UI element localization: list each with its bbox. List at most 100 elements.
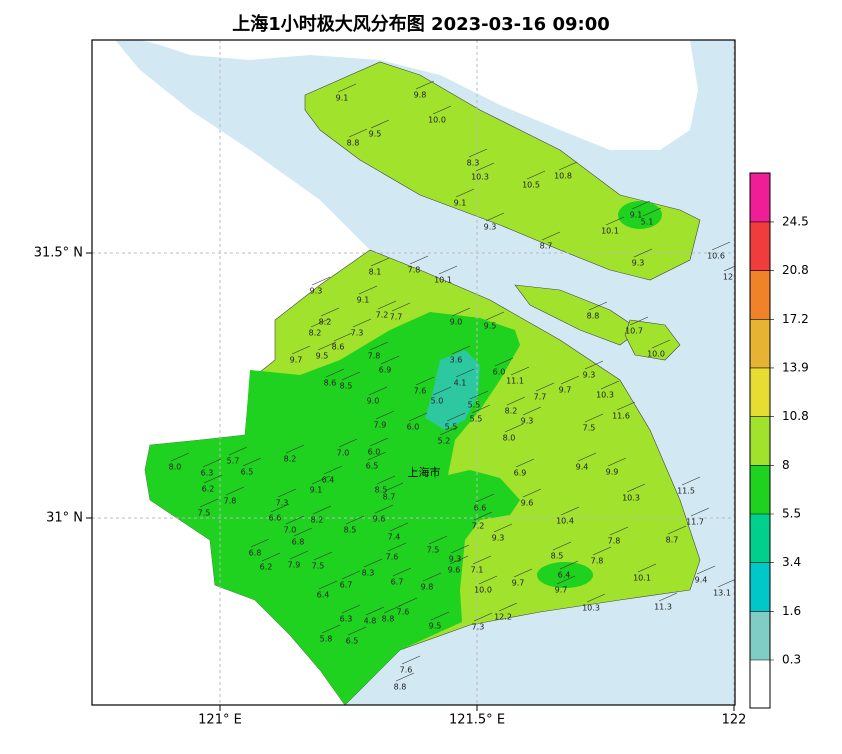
station-value: 6.5: [241, 468, 254, 477]
station-value: 7.0: [284, 526, 297, 535]
station-value: 7.5: [198, 509, 211, 518]
wind-barb: [312, 505, 332, 515]
colorbar-segment: [750, 562, 770, 612]
station-value: 5.1: [641, 218, 654, 227]
station-value: 10.3: [622, 494, 640, 503]
station-value: 9.3: [583, 371, 596, 380]
wind-barb: [365, 606, 385, 616]
station-value: 7.3: [472, 623, 485, 632]
colorbar-label: 17.2: [782, 312, 809, 326]
colorbar-segment: [750, 611, 770, 660]
wind-barb: [642, 207, 662, 217]
wind-barb: [717, 579, 735, 588]
y-tick-label: 31.5° N: [34, 246, 83, 261]
station-value: 11.7: [686, 518, 704, 527]
wind-barb: [369, 341, 389, 351]
wind-barb: [333, 332, 353, 342]
wind-barb: [225, 486, 245, 496]
wind-barb: [383, 604, 403, 614]
wind-barb: [202, 458, 222, 468]
station-value: 8.5: [340, 382, 353, 391]
wind-barb: [370, 257, 390, 267]
wind-barb: [408, 412, 428, 422]
wind-barb: [485, 212, 505, 222]
colorbar-label: 1.6: [782, 604, 801, 618]
station-value: 13.1: [713, 589, 731, 598]
wind-barb: [552, 541, 572, 551]
station-value: 8.7: [383, 493, 396, 502]
island: [304, 61, 701, 281]
wind-barb: [203, 474, 223, 484]
station-value: 6.9: [379, 366, 392, 375]
wind-barb: [637, 563, 657, 573]
station-value: 10.6: [707, 252, 725, 261]
station-value: 5.2: [438, 437, 451, 446]
station-value: 9.3: [632, 259, 645, 268]
station-value: 10.8: [554, 172, 572, 181]
colorbar-frame: [749, 172, 771, 709]
wind-barb: [285, 444, 305, 454]
station-value: 8.5: [344, 526, 357, 535]
station-value: 8.0: [503, 434, 516, 443]
station-value: 7.5: [583, 424, 596, 433]
station-value: 10.3: [596, 391, 614, 400]
wind-barb: [535, 382, 555, 392]
station-value: 8.2: [284, 455, 297, 464]
wind-barb: [600, 380, 620, 390]
wind-barb: [341, 604, 361, 614]
station-value: 6.5: [366, 462, 379, 471]
station-value: 6.4: [322, 476, 335, 485]
wind-barb: [367, 451, 387, 461]
wind-barb: [369, 437, 389, 447]
wind-barb: [415, 376, 435, 386]
region-teal: [425, 350, 480, 430]
wind-barb: [321, 624, 341, 634]
x-tick-label: 121.5° E: [449, 713, 505, 728]
station-value: 10.3: [582, 604, 600, 613]
wind-barb: [504, 423, 524, 433]
station-value: 9.3: [521, 417, 534, 426]
wind-barb: [374, 504, 394, 514]
station-value: 9.9: [606, 468, 619, 477]
wind-barb: [170, 452, 190, 462]
station-value: 6.3: [201, 469, 214, 478]
wind-barb: [389, 522, 409, 532]
station-value: 4.8: [364, 617, 377, 626]
wind-barb: [293, 527, 313, 537]
wind-barb: [422, 572, 442, 582]
station-value: 5.8: [320, 635, 333, 644]
wind-barb: [450, 544, 470, 554]
wind-barb: [368, 386, 388, 396]
wind-barb: [455, 368, 475, 378]
colorbar-label: 20.8: [782, 263, 809, 277]
region-green: [618, 201, 662, 229]
station-value: 10.0: [474, 586, 492, 595]
station-value: 9.1: [310, 486, 323, 495]
station-value: 9.1: [336, 94, 349, 103]
wind-barb: [468, 148, 488, 158]
colorbar-segment: [750, 513, 770, 563]
station-value: 6.8: [292, 538, 305, 547]
wind-barb: [392, 567, 412, 577]
station-value: 7.7: [390, 313, 403, 322]
station-value: 7.8: [608, 537, 621, 546]
wind-barb: [380, 355, 400, 365]
station-value: 9.6: [373, 515, 386, 524]
wind-barb: [556, 575, 576, 585]
station-value: 9.6: [448, 566, 461, 575]
station-value: 7.8: [408, 266, 421, 275]
wind-barb: [415, 80, 435, 90]
wind-barb: [384, 482, 404, 492]
wind-barb: [522, 488, 542, 498]
island: [624, 319, 681, 361]
station-value: 7.6: [414, 387, 427, 396]
station-value: 6.0: [493, 368, 506, 377]
wind-barb: [475, 162, 495, 172]
wind-barb: [558, 161, 578, 171]
station-value: 7.8: [591, 557, 604, 566]
station-value: 10.0: [647, 350, 665, 359]
station-value: 3.6: [450, 356, 463, 365]
wind-barb: [320, 307, 340, 317]
wind-barb: [473, 511, 493, 521]
colorbar-label: 10.8: [782, 409, 809, 423]
